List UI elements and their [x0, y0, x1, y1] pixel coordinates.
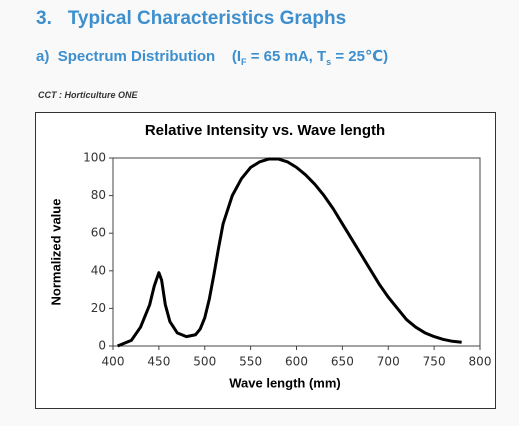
chart-frame [35, 112, 496, 409]
y-tick-label: 20 [91, 301, 106, 315]
caption: CCT : Horticulture ONE [38, 90, 138, 100]
y-tick-label: 80 [91, 188, 106, 202]
y-tick-label: 60 [91, 226, 106, 240]
chart-title: Relative Intensity vs. Wave length [145, 122, 385, 139]
x-tick-label: 800 [469, 355, 492, 369]
spectrum-line [117, 157, 462, 348]
x-tick-label: 450 [147, 355, 170, 369]
y-tick-label: 100 [83, 151, 106, 165]
y-tick-label: 0 [98, 339, 106, 353]
y-tick-label: 40 [91, 263, 106, 277]
section-number: 3. [36, 8, 52, 29]
condition-text: = 25℃) [331, 48, 389, 65]
condition-text: = 65 mA, T [246, 48, 327, 65]
section-text: Typical Characteristics Graphs [67, 8, 347, 29]
x-axis-title: Wave length (mm) [229, 375, 340, 390]
section-title: 3. Typical Characteristics Graphs [36, 8, 346, 30]
subscript: F [241, 57, 247, 67]
condition: (IF = 65 mA, Ts = 25℃) [231, 48, 389, 67]
x-tick-label: 750 [423, 355, 446, 369]
subsection-label: a) [36, 48, 50, 65]
subsection-text: Spectrum Distribution [57, 48, 216, 65]
x-tick-label: 700 [377, 355, 400, 369]
condition-text: (I [231, 48, 242, 65]
x-tick-label: 400 [102, 355, 125, 369]
chart: Relative Intensity vs. Wave length Wave … [35, 112, 496, 409]
x-tick-label: 500 [193, 355, 216, 369]
x-tick-label: 600 [285, 355, 308, 369]
x-tick-label: 550 [239, 355, 262, 369]
x-tick-label: 650 [331, 355, 354, 369]
y-axis-title: Normalized value [48, 199, 63, 306]
subscript: s [326, 57, 332, 67]
subsection-title: a) Spectrum Distribution (IF = 65 mA, Ts… [36, 47, 388, 67]
